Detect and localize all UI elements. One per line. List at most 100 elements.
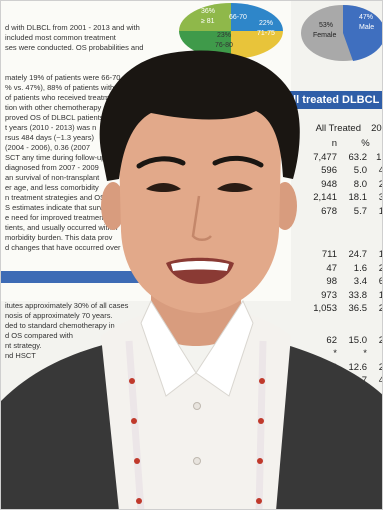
table-row: 973 33.81: [299, 289, 382, 303]
shirt: [101, 311, 291, 509]
poster-text-line: ded to standard chemotherapy in: [5, 321, 115, 330]
table-cell: 8.0: [353, 178, 367, 190]
lanyard-left: [125, 340, 145, 509]
poster-text-line: rsus 484 days (~1.3 years): [5, 133, 95, 142]
table-row: 1,053 36.52: [299, 302, 382, 316]
poster-text-line: tients, and usually occurred within: [5, 223, 118, 232]
table-cell: 1,: [376, 151, 382, 163]
teeth: [171, 261, 229, 271]
table-cell: 5.0: [353, 165, 367, 176]
table-cell: 6: [367, 275, 382, 289]
table-row: 471.62: [299, 262, 382, 276]
table-row: 711 24.71: [299, 248, 382, 262]
poster-text-line: nosis of approximately 70 years.: [5, 311, 113, 320]
table-cell: 711: [321, 249, 337, 260]
table-cell: 2: [367, 361, 382, 375]
poster-text-block-top: d with DLBCL from 2001 - 2013 and with i…: [5, 23, 155, 53]
pie-label: 23%: [217, 32, 231, 39]
table-row: 678 5.71: [299, 205, 382, 219]
table-cell: *: [333, 348, 337, 359]
sex-pie-chart: 53% Female 47% Male: [301, 5, 382, 61]
lanyard-right: [255, 340, 267, 509]
pie-label: 22%: [259, 20, 273, 27]
poster-text-line: nd HSCT: [5, 351, 36, 360]
table-cell: 47: [326, 262, 337, 274]
table-cell: 1: [367, 205, 382, 219]
eye-right: [217, 183, 253, 192]
table-cell: 63.2: [348, 151, 368, 163]
poster-text-line: S estimates indicate that survival: [5, 203, 115, 212]
collar-right: [195, 299, 254, 397]
poster-text-block-bottom: itutes approximately 30% of all cases no…: [5, 301, 155, 361]
pie-label: 47%: [359, 14, 373, 21]
hair: [99, 50, 300, 182]
poster-text-line: itutes approximately 30% of all cases: [5, 301, 129, 310]
table-cell: 2: [367, 302, 382, 316]
ear-left: [101, 182, 125, 230]
poster-text-line: mately 19% of patients were 66-70,: [5, 73, 123, 82]
table-cell: 1: [367, 289, 382, 303]
table-cell: 15.0: [348, 334, 368, 346]
table-row: * *: [299, 347, 382, 361]
poster-text-line: d with DLBCL from 2001 - 2013 and with: [5, 23, 140, 32]
poster-text-line: nt strategy.: [5, 341, 42, 350]
poster-text-line: an survival of non-transplant: [5, 173, 100, 182]
poster-text-line: SCT any time during follow-up: [5, 153, 106, 162]
poster-text-block-mid: mately 19% of patients were 66-70, % vs.…: [5, 73, 155, 253]
table-cell: 4: [367, 374, 382, 388]
table-cell: 2: [367, 178, 382, 192]
table-cell: *: [363, 348, 367, 359]
table-cell: 62: [326, 334, 337, 346]
table-row: 2,141 18.13: [299, 191, 382, 205]
table-cell: 2: [367, 262, 382, 276]
nose: [191, 195, 212, 241]
table-cell: %: [361, 138, 370, 149]
table-cell: 3.4: [353, 276, 367, 287]
table-cell: 1: [367, 248, 382, 262]
pie-label: 53%: [319, 22, 333, 29]
table-cell: 973: [321, 289, 337, 301]
table-cell: 36.5: [348, 303, 368, 314]
table-header-label: 20: [371, 123, 382, 134]
table-cell: 24.7: [348, 249, 368, 260]
table-cell: 12.6: [348, 361, 368, 373]
eye-left: [146, 183, 181, 192]
table-cell: 33.8: [348, 289, 368, 301]
table-row: 596 5.04: [299, 164, 382, 178]
pie-label: 71-75: [257, 30, 275, 37]
table-header-label: All Treated: [315, 123, 361, 134]
poster-text-line: (2004 - 2006), 0.36 (2007: [5, 143, 91, 152]
poster-text-line: morbidity burden. This data prov: [5, 233, 113, 242]
pie-label: ≥ 81: [201, 18, 215, 25]
poster-text-line: diagnosed from 2007 - 2009: [5, 163, 99, 172]
table-cell: n: [331, 138, 337, 149]
poster-table-title: all treated DLBCL pa: [281, 91, 382, 109]
table-cell: 3: [367, 191, 382, 205]
table-cell: 2: [367, 334, 382, 348]
poster-text-line: d changes that have occurred over: [5, 243, 121, 252]
poster-text-line: of patients who received treatment: [5, 93, 120, 102]
table-cell: 1.6: [353, 262, 367, 274]
table-cell: 18.1: [348, 192, 368, 203]
table-row: 62 15.02: [299, 334, 382, 348]
table-cell: 5.7: [353, 205, 367, 217]
table-header: All Treated 20: [299, 121, 382, 137]
table-cell: 948: [321, 178, 337, 190]
poster-text-line: proved OS of DLBCL patients: [5, 113, 104, 122]
table-cell: 4: [367, 164, 382, 178]
brow-left: [136, 156, 186, 169]
table-cell: 596: [321, 165, 337, 176]
table-row: 983.46: [299, 275, 382, 289]
poster-section-bar: [1, 271, 151, 283]
pie-label: 36%: [201, 8, 215, 15]
poster-text-line: included most common treatment: [5, 33, 116, 42]
table-cell: 98: [326, 276, 337, 287]
table-row: 7,477 63.2 1,: [299, 151, 382, 165]
poster-text-line: ses were conducted. OS probabilities and: [5, 43, 144, 52]
table-cell: 2,141: [313, 192, 337, 203]
table-subheader: n %: [299, 137, 382, 151]
brow-right: [212, 155, 264, 168]
